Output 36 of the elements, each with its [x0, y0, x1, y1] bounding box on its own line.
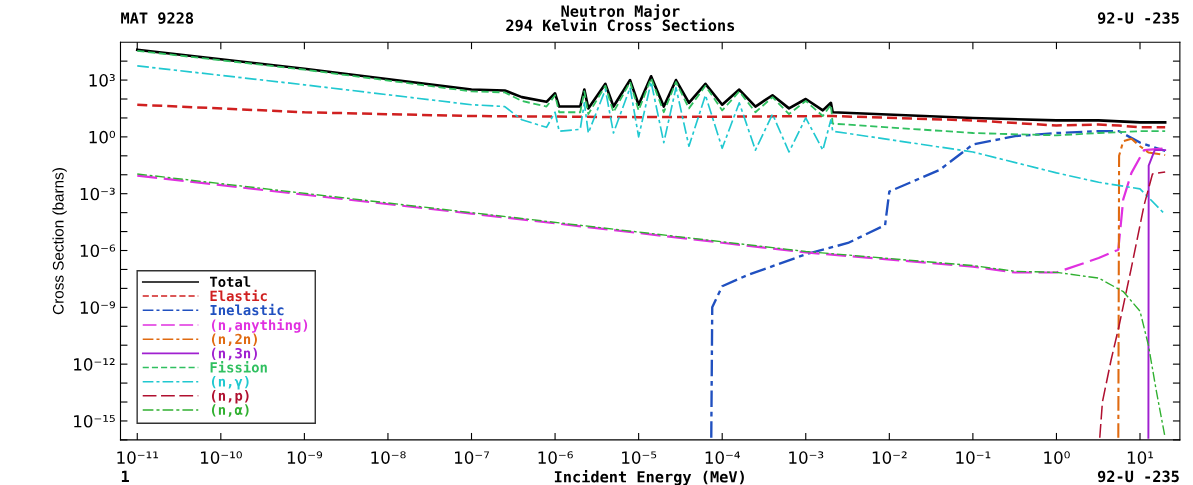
legend-label: (n,anything) — [211, 318, 308, 333]
legend-label: Total — [209, 276, 251, 288]
y-tick-label: 10⁰ — [89, 130, 116, 144]
y-tick-label: 10⁻⁶ — [80, 244, 116, 258]
y-axis-title: Cross Section (barns) — [52, 168, 67, 315]
y-tick-label: 10⁻¹⁵ — [74, 414, 115, 428]
y-tick-label: 10⁻¹² — [74, 358, 115, 371]
y-tick-label: 10³ — [89, 74, 115, 87]
x-tick-label: 10⁻⁹ — [287, 451, 323, 464]
x-tick-label: 10¹ — [1127, 451, 1154, 464]
legend-label: (n,2n) — [211, 333, 257, 347]
legend-label: Fission — [210, 361, 267, 373]
legend-label: (n,α) — [211, 404, 249, 417]
x-tick-label: 10⁻¹ — [956, 451, 991, 464]
y-tick-label: 10⁻⁹ — [80, 301, 116, 314]
legend-label: Elastic — [210, 289, 267, 302]
text: 92-U -235 — [1097, 12, 1179, 24]
x-tick-label: 10⁰ — [1044, 451, 1070, 464]
x-tick-label: 10⁻⁸ — [371, 451, 406, 464]
x-tick-label: 10⁻³ — [789, 451, 824, 464]
x-tick-label: 10⁻⁵ — [622, 451, 657, 464]
x-tick-label: 10⁻⁶ — [538, 451, 573, 464]
x-tick-label: 10⁻⁷ — [455, 451, 490, 464]
legend-label: (n,3n) — [211, 347, 257, 361]
x-tick-label: 10⁻⁴ — [705, 451, 741, 464]
x-tick-label: 10⁻² — [872, 451, 907, 464]
legend-label: (n,p) — [211, 390, 249, 404]
text: 1 — [121, 470, 129, 482]
legend-label: Inelastic — [210, 303, 284, 316]
text: MAT 9228 — [121, 12, 194, 24]
text: 92-U -235 — [1097, 470, 1179, 483]
y-tick-label: 10⁻³ — [80, 187, 115, 201]
x-tick-label: 10⁻¹¹ — [117, 451, 159, 464]
x-axis-title: Incident Energy (MeV) — [554, 469, 744, 485]
legend-label: (n,γ) — [211, 375, 249, 390]
x-tick-label: 10⁻¹⁰ — [200, 451, 242, 464]
